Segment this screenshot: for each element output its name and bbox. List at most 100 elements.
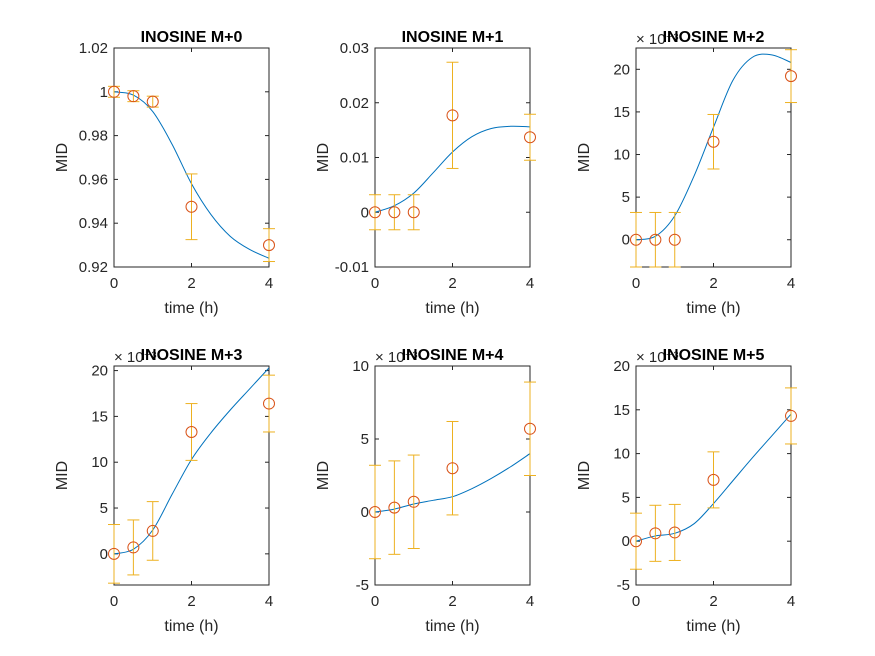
x-tick-label: 2 xyxy=(187,275,195,292)
axis-exponent-label: × 10⁻³ xyxy=(114,349,157,366)
error-bar xyxy=(785,49,797,104)
y-axis-label: MID xyxy=(576,461,593,490)
y-tick-label: 0 xyxy=(622,533,630,550)
error-bar xyxy=(446,61,459,169)
y-axis-label: MID xyxy=(315,461,332,490)
y-tick-label: 0.03 xyxy=(340,40,369,57)
y-axis-label: MID xyxy=(54,143,71,172)
error-bar xyxy=(127,519,140,576)
y-tick-label: 0 xyxy=(100,546,108,563)
data-point xyxy=(127,90,140,103)
data-point xyxy=(388,206,401,219)
y-axis-label: MID xyxy=(54,461,71,490)
y-tick-label: 0.01 xyxy=(340,150,369,167)
error-bar xyxy=(649,504,662,562)
y-tick-label: 15 xyxy=(613,402,630,419)
y-tick-label: 20 xyxy=(91,363,108,380)
y-tick-label: 1.02 xyxy=(79,40,108,57)
data-point xyxy=(707,473,720,486)
error-bar xyxy=(524,113,536,161)
y-tick-label: -5 xyxy=(617,577,630,594)
x-axis-label: time (h) xyxy=(686,300,740,317)
x-axis-label: time (h) xyxy=(425,300,479,317)
error-bar xyxy=(108,524,120,584)
y-tick-label: 15 xyxy=(613,104,630,121)
data-point xyxy=(630,233,642,246)
error-bar xyxy=(668,503,681,561)
x-axis-label: time (h) xyxy=(686,618,740,635)
y-tick-label: 0 xyxy=(361,504,369,521)
error-bar xyxy=(785,387,797,445)
panel-title: INOSINE M+2 xyxy=(663,29,765,46)
x-axis-label: time (h) xyxy=(425,618,479,635)
data-point xyxy=(524,131,536,144)
x-tick-label: 0 xyxy=(371,593,379,610)
error-bar xyxy=(146,501,159,561)
error-bar xyxy=(649,211,662,268)
error-bar xyxy=(668,211,681,268)
data-point xyxy=(369,506,381,518)
y-tick-label: 5 xyxy=(622,189,630,206)
panel-title: INOSINE M+4 xyxy=(402,347,504,364)
error-bar xyxy=(407,454,420,549)
x-tick-label: 4 xyxy=(265,593,273,610)
x-axis-label: time (h) xyxy=(164,618,218,635)
error-bar xyxy=(388,460,401,555)
data-point xyxy=(108,547,120,560)
y-tick-label: 1 xyxy=(100,84,108,101)
error-bar xyxy=(185,173,198,241)
y-tick-label: 10 xyxy=(91,454,108,471)
x-tick-label: 0 xyxy=(110,593,118,610)
data-point xyxy=(108,85,120,98)
error-bar xyxy=(707,451,720,509)
subplot-1: 0 2 4 0.92 0.94 0.96 0.98 1 1.02 time (h) MID INOSI… xyxy=(54,29,275,317)
x-tick-label: 4 xyxy=(265,275,273,292)
y-tick-label: 10 xyxy=(613,446,630,463)
error-bar xyxy=(369,194,381,231)
data-point xyxy=(649,527,662,540)
x-tick-label: 0 xyxy=(110,275,118,292)
x-tick-label: 4 xyxy=(526,593,534,610)
data-point xyxy=(146,95,159,108)
y-tick-label: 20 xyxy=(613,358,630,375)
error-bar xyxy=(369,464,381,560)
x-tick-label: 2 xyxy=(709,275,717,292)
x-tick-label: 2 xyxy=(709,593,717,610)
error-bar xyxy=(524,381,536,476)
axes-box xyxy=(113,365,270,586)
data-point xyxy=(630,535,642,548)
data-point xyxy=(446,462,459,475)
error-bar xyxy=(630,512,642,570)
y-axis-label: MID xyxy=(576,143,593,172)
y-tick-label: 20 xyxy=(613,61,630,78)
y-tick-label: 0 xyxy=(622,232,630,249)
data-point xyxy=(446,109,459,122)
y-tick-label: 0.98 xyxy=(79,128,108,145)
axis-exponent-label: × 10⁻³ xyxy=(636,31,679,48)
panel-title: INOSINE M+3 xyxy=(141,347,243,364)
error-bar xyxy=(630,211,642,268)
data-point xyxy=(524,422,536,435)
panel-title: INOSINE M+1 xyxy=(402,29,504,46)
y-tick-label: 0.92 xyxy=(79,259,108,276)
y-tick-label: 10 xyxy=(352,358,369,375)
y-tick-label: 5 xyxy=(622,489,630,506)
data-point xyxy=(649,233,662,246)
x-tick-label: 4 xyxy=(787,593,795,610)
y-tick-label: 5 xyxy=(100,500,108,517)
y-axis-label: MID xyxy=(315,143,332,172)
data-point xyxy=(146,524,159,537)
data-point xyxy=(263,239,275,252)
y-tick-label: 5 xyxy=(361,431,369,448)
y-tick-label: -5 xyxy=(356,577,369,594)
error-bar xyxy=(185,403,198,461)
x-tick-label: 4 xyxy=(526,275,534,292)
axis-exponent-label: × 10⁻³ xyxy=(636,349,679,366)
data-point xyxy=(407,495,420,508)
x-axis-label: time (h) xyxy=(164,300,218,317)
